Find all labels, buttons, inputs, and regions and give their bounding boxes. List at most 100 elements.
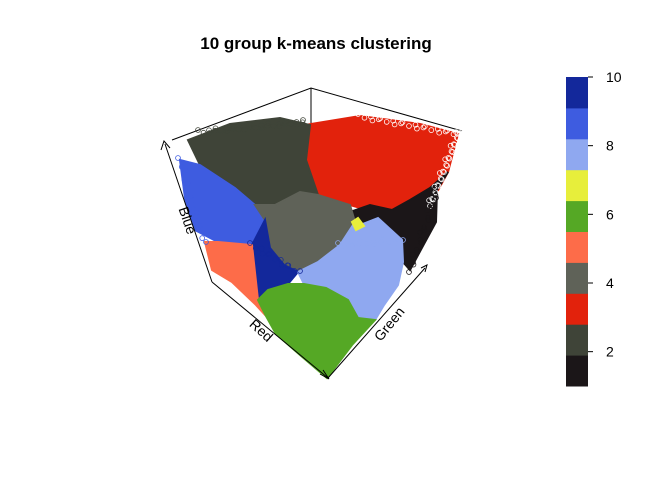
cluster-1-edge-point: [424, 207, 431, 214]
cluster-10-edge-point: [247, 240, 253, 246]
cluster-10-edge-point: [272, 256, 278, 263]
colorbar-tick-label: 2: [606, 344, 614, 360]
cluster-3-edge-point: [399, 119, 406, 125]
cluster-9-edge-point: [203, 239, 209, 245]
cluster-1-edge-point: [432, 185, 438, 191]
cluster-3-edge-point: [457, 130, 463, 136]
cluster-2-edge-point: [282, 121, 288, 127]
cluster-1-edge-point: [425, 217, 432, 223]
cluster-3-edge-point: [446, 155, 453, 162]
cluster-3-edge-point: [428, 127, 435, 133]
cluster-1-edge-point: [421, 224, 427, 231]
cluster-1-edge-point: [433, 195, 439, 201]
cluster-2-edge-point: [235, 126, 242, 133]
cluster-2-edge-point: [230, 123, 236, 130]
cluster-8-edge-point: [363, 241, 370, 247]
cluster-2-edge-point: [206, 127, 212, 134]
cluster-3-edge-point: [449, 149, 456, 155]
cluster-1-edge-point: [406, 269, 412, 275]
cluster-3-edge-point: [451, 142, 458, 148]
cluster-8-edge-point: [393, 239, 400, 246]
cluster-3-edge-point: [375, 116, 382, 123]
cluster-8-edge-point: [385, 239, 392, 245]
cluster-2-edge-point: [241, 124, 247, 130]
cluster-10-edge-point: [258, 245, 265, 252]
cluster-1-edge-point: [409, 251, 416, 258]
cluster-9-edge-point: [190, 206, 197, 212]
cluster-2-edge-point: [294, 121, 300, 128]
cluster-3-edge-point: [445, 155, 452, 161]
cluster-9-edge-point: [187, 193, 194, 199]
colorbar-segment-4: [566, 262, 588, 294]
cluster-3-edge-point: [441, 169, 447, 176]
cluster-1-edge-point: [418, 239, 424, 246]
cluster-8-edge-point: [400, 237, 406, 243]
cluster-2-edge-point: [258, 122, 265, 129]
cluster-10-edge-point: [259, 251, 266, 257]
cluster-2-edge-point: [212, 127, 218, 134]
colorbar: [566, 77, 588, 387]
cluster-9-edge-point: [196, 222, 203, 229]
cluster-3-edge-point: [391, 121, 398, 128]
cluster-3-edge-point: [355, 111, 361, 117]
cluster-2-edge-point: [276, 123, 283, 130]
cluster-2-edge-point: [293, 119, 300, 125]
cluster-3-edge-point: [430, 196, 437, 203]
cluster-10-edge-point: [285, 262, 292, 269]
colorbar-segment-8: [566, 138, 588, 171]
cluster-8-edge-point: [392, 236, 398, 243]
cluster-1-edge-point: [410, 261, 417, 268]
cluster-8-edge-point: [357, 238, 363, 245]
cluster-1-edge-point: [432, 192, 439, 199]
cluster-3-edge-point: [454, 134, 460, 141]
cluster-2-edge-point: [288, 121, 294, 128]
cluster-2-edge-point: [299, 119, 306, 126]
cluster-9-edge-point: [193, 213, 199, 220]
cluster-6-points: [256, 283, 378, 380]
cluster-9-edge-point: [184, 184, 190, 191]
cluster-3-edge-point: [438, 176, 445, 183]
cluster-2-edge-point: [265, 120, 271, 127]
cluster-2-edge-point: [247, 124, 253, 131]
cluster-8-edge-point: [379, 236, 386, 243]
cluster-9-edge-point: [185, 180, 191, 187]
colorbar-segment-7: [566, 169, 588, 202]
cluster-9-edge-point: [179, 164, 185, 170]
cluster-3-edge-point: [383, 119, 390, 125]
cluster-3-edge-point: [390, 117, 397, 124]
cluster-2-edge-point: [264, 122, 271, 129]
cluster-3-edge-point: [377, 115, 384, 121]
colorbar-segment-5: [566, 231, 588, 263]
cluster-regions: [175, 111, 463, 380]
chart-title: 10 group k-means clustering: [200, 34, 431, 53]
cluster-3-edge-point: [454, 135, 461, 142]
cluster-9-edge-point: [181, 176, 188, 183]
cluster-8-edge-point: [349, 243, 356, 249]
cluster-1-edge-point: [421, 227, 428, 233]
cluster-2-edge-point: [206, 130, 213, 136]
colorbar-segment-2: [566, 324, 588, 356]
cluster-1-edge-point: [413, 247, 420, 253]
colorbar-segment-1: [566, 355, 588, 387]
cluster-3-edge-point: [414, 125, 420, 132]
cluster-10-edge-point: [277, 256, 284, 263]
cluster-2-edge-point: [259, 125, 265, 131]
cluster-9-edge-point: [175, 155, 181, 161]
cluster-3-edge-point: [429, 196, 436, 202]
cluster-3-edge-point: [426, 197, 432, 204]
colorbar-segment-10: [566, 77, 588, 109]
cluster-3-edge-point: [420, 124, 427, 131]
cluster-9-edge-point: [194, 209, 200, 216]
cluster-2-edge-point: [195, 127, 201, 133]
cluster-3-edge-point: [450, 141, 457, 148]
cluster-2-edge-point: [200, 129, 207, 136]
cluster-3-edge-point: [443, 162, 450, 168]
cluster-2-edge-point: [218, 128, 224, 134]
colorbar-ticks: 2 4 6 8 10: [588, 69, 622, 360]
cluster-3-edge-point: [444, 163, 450, 169]
cluster-2-edge-point: [270, 123, 277, 129]
cluster-3-edge-point: [448, 148, 455, 155]
cluster-10-edge-point: [278, 262, 285, 268]
cluster-3-edge-point: [442, 128, 449, 135]
